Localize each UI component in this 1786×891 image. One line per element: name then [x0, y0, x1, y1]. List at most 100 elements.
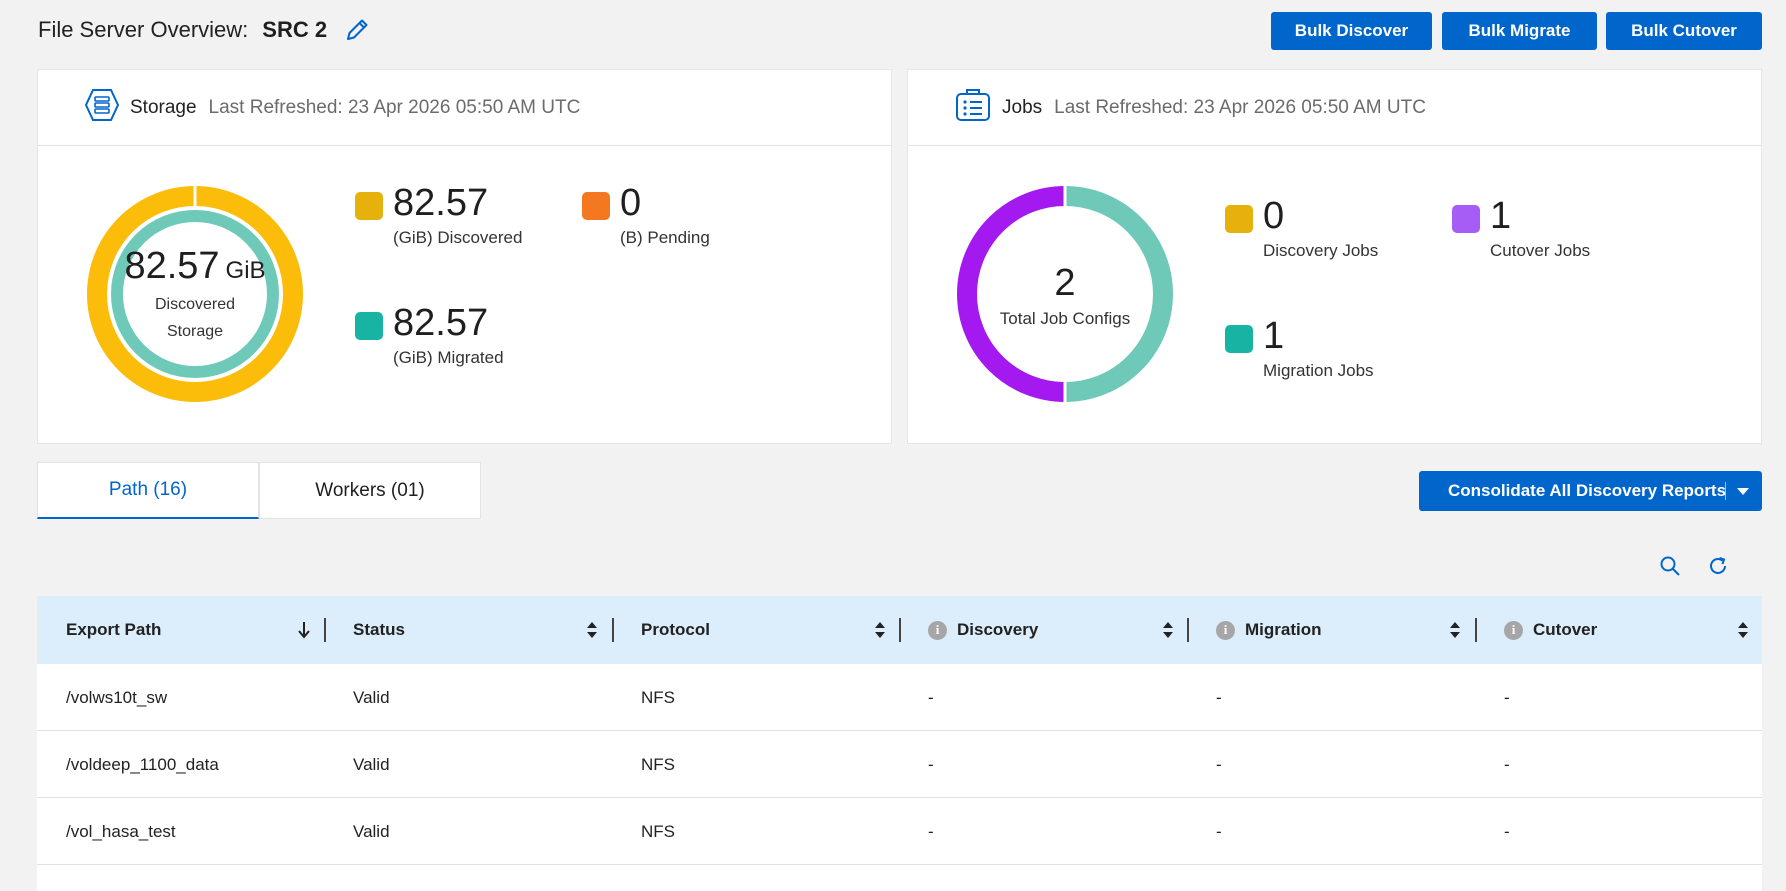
column-header-discovery[interactable]: i Discovery [928, 596, 1038, 664]
column-header-status[interactable]: Status [353, 620, 405, 639]
column-divider[interactable] [324, 618, 326, 642]
tab-path[interactable]: Path (16) [37, 462, 259, 519]
cell-cutover: - [1504, 754, 1510, 774]
column-divider[interactable] [1475, 618, 1477, 642]
info-icon[interactable]: i [1504, 620, 1523, 640]
legend-discovered: 82.57 (GiB) Discovered [355, 182, 555, 252]
server-name: SRC 2 [262, 17, 328, 42]
legend-swatch-discovered [355, 192, 383, 220]
table-row[interactable]: /volws10t_sw Valid NFS - - - [37, 664, 1762, 731]
tab-workers[interactable]: Workers (01) [259, 462, 481, 519]
export-path-table: Export Path Status Protocol i Discovery … [37, 596, 1762, 891]
table-row[interactable] [37, 865, 1762, 891]
sort-icon[interactable] [585, 620, 599, 640]
cell-protocol: NFS [641, 821, 675, 841]
column-divider[interactable] [899, 618, 901, 642]
table-row[interactable]: /voldeep_1100_data Valid NFS - - - [37, 731, 1762, 798]
legend-pending: 0 (B) Pending [582, 182, 782, 252]
sort-icon[interactable] [1161, 620, 1175, 640]
legend-swatch-migration-jobs [1225, 325, 1253, 353]
discovered-caption: (GiB) Discovered [393, 228, 523, 247]
storage-icon [84, 88, 120, 128]
chevron-down-icon[interactable] [1737, 488, 1749, 495]
jobs-segment-cutover [957, 186, 1066, 402]
jobs-title: Jobs [1002, 96, 1043, 118]
storage-title: Storage [130, 96, 197, 118]
storage-card: Storage Last Refreshed: 23 Apr 2026 05:5… [37, 69, 892, 444]
cell-status: Valid [353, 754, 390, 774]
bulk-cutover-button[interactable]: Bulk Cutover [1606, 12, 1762, 50]
cell-cutover: - [1504, 821, 1510, 841]
discovered-value: 82.57 [393, 182, 489, 224]
jobs-icon [954, 87, 992, 129]
table-header: Export Path Status Protocol i Discovery … [37, 596, 1762, 664]
pending-caption: (B) Pending [620, 228, 710, 247]
column-header-migration-label: Migration [1245, 620, 1322, 639]
legend-cutover-jobs: 1 Cutover Jobs [1452, 195, 1652, 265]
storage-inner-ring [111, 210, 279, 378]
column-divider[interactable] [1187, 618, 1189, 642]
storage-donut-center: 82.57 GiB Discovered Storage [95, 245, 295, 341]
column-header-migration[interactable]: i Migration [1216, 596, 1322, 664]
legend-swatch-discovery-jobs [1225, 205, 1253, 233]
storage-center-caption-2: Storage [166, 323, 224, 340]
cell-cutover: - [1504, 687, 1510, 707]
bulk-migrate-button[interactable]: Bulk Migrate [1442, 12, 1597, 50]
storage-refreshed: Last Refreshed: 23 Apr 2026 05:50 AM UTC [208, 96, 581, 118]
consolidate-reports-button[interactable]: Consolidate All Discovery Reports [1419, 471, 1762, 511]
jobs-donut-center: 2 Total Job Configs [965, 262, 1165, 329]
cell-discovery: - [928, 754, 934, 774]
cell-migration: - [1216, 821, 1222, 841]
column-divider[interactable] [612, 618, 614, 642]
button-divider [1725, 482, 1726, 500]
storage-center-value: 82.57 [124, 245, 220, 287]
migrated-value: 82.57 [393, 302, 489, 344]
migration-jobs-caption: Migration Jobs [1263, 361, 1374, 380]
table-row[interactable]: /vol_hasa_test Valid NFS - - - [37, 798, 1762, 865]
search-icon[interactable] [1658, 554, 1682, 578]
legend-migration-jobs: 1 Migration Jobs [1225, 315, 1425, 385]
tab-bar: Path (16) Workers (01) [37, 462, 481, 519]
cell-status: Valid [353, 821, 390, 841]
bulk-discover-button[interactable]: Bulk Discover [1271, 12, 1432, 50]
column-header-cutover[interactable]: i Cutover [1504, 596, 1597, 664]
sort-icon[interactable] [1448, 620, 1462, 640]
legend-swatch-pending [582, 192, 610, 220]
edit-icon[interactable] [343, 16, 371, 44]
discovery-jobs-value: 0 [1263, 195, 1285, 237]
refresh-icon[interactable] [1706, 554, 1730, 578]
sort-icon[interactable] [873, 620, 887, 640]
cell-discovery: - [928, 687, 934, 707]
cell-status: Valid [353, 687, 390, 707]
pending-value: 0 [620, 182, 642, 224]
cell-protocol: NFS [641, 754, 675, 774]
column-header-discovery-label: Discovery [957, 620, 1039, 639]
jobs-total-caption: Total Job Configs [999, 309, 1131, 328]
jobs-donut-chart [957, 184, 1173, 404]
sort-icon[interactable] [1736, 620, 1750, 640]
jobs-total-value: 2 [1054, 262, 1076, 304]
cell-discovery: - [928, 821, 934, 841]
cell-migration: - [1216, 687, 1222, 707]
storage-center-unit: GiB [225, 257, 266, 284]
jobs-refreshed: Last Refreshed: 23 Apr 2026 05:50 AM UTC [1054, 96, 1426, 118]
info-icon[interactable]: i [928, 620, 947, 640]
column-header-protocol[interactable]: Protocol [641, 620, 710, 639]
discovery-jobs-caption: Discovery Jobs [1263, 241, 1379, 260]
cell-migration: - [1216, 754, 1222, 774]
legend-swatch-cutover-jobs [1452, 205, 1480, 233]
migrated-caption: (GiB) Migrated [393, 348, 504, 367]
column-header-cutover-label: Cutover [1533, 620, 1598, 639]
sort-descending-icon[interactable] [297, 620, 311, 640]
storage-donut-chart [87, 186, 303, 402]
storage-card-header: Storage Last Refreshed: 23 Apr 2026 05:5… [38, 70, 891, 146]
cutover-jobs-caption: Cutover Jobs [1490, 241, 1591, 260]
legend-migrated: 82.57 (GiB) Migrated [355, 302, 555, 372]
jobs-card: Jobs Last Refreshed: 23 Apr 2026 05:50 A… [907, 69, 1762, 444]
info-icon[interactable]: i [1216, 620, 1235, 640]
cell-export-path: /voldeep_1100_data [66, 754, 219, 774]
page-header: File Server Overview: SRC 2 [38, 16, 371, 44]
column-header-export-path[interactable]: Export Path [66, 620, 162, 639]
jobs-segment-migration [1064, 186, 1173, 402]
consolidate-reports-label: Consolidate All Discovery Reports [1448, 481, 1727, 500]
